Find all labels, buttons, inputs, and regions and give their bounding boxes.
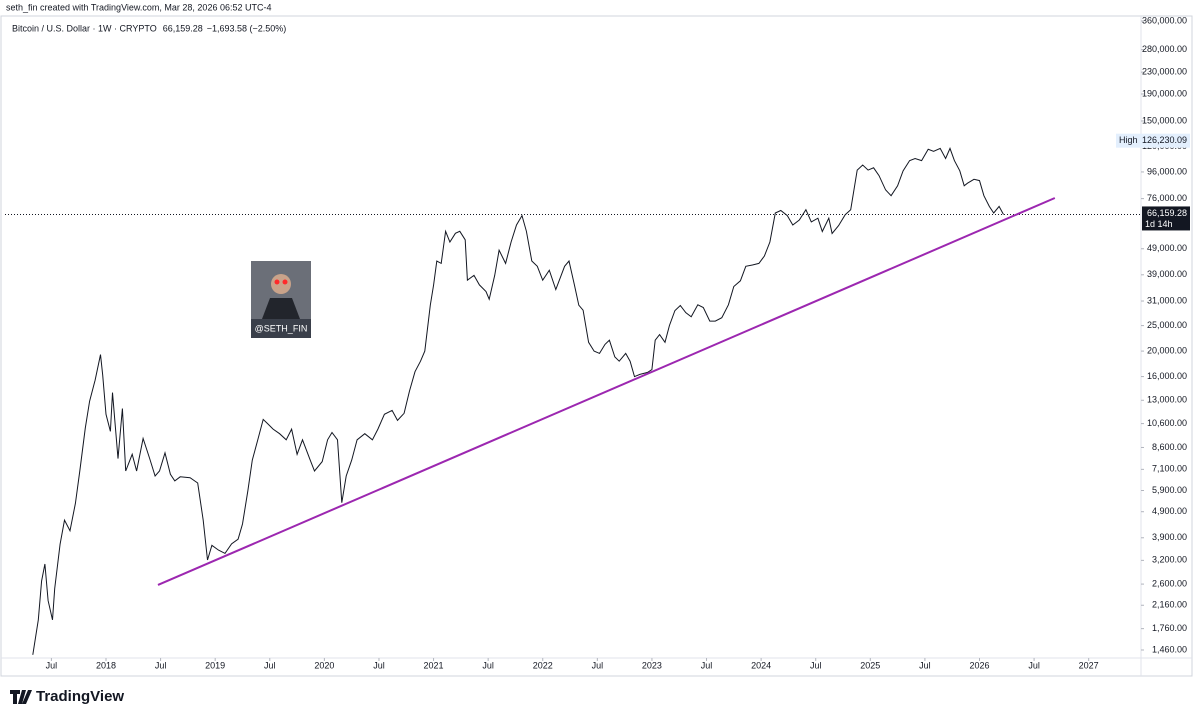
footer: TradingView [10,688,124,705]
x-tick-label: 2020 [314,660,334,670]
countdown-label: 1d 14h [1145,219,1173,229]
y-tick-label: 4,900.00 [1152,506,1187,516]
y-tick-label: 13,000.00 [1147,395,1187,405]
x-tick-label: Jul [155,660,167,670]
legend-price: 66,159.28 [163,23,203,33]
header: seth_fin created with TradingView.com, M… [6,2,271,12]
x-tick-label: 2026 [969,660,989,670]
price-line [32,147,1004,655]
y-tick-label: 360,000.00 [1142,15,1187,25]
avatar-eye [282,279,288,285]
footer-brand: TradingView [36,688,124,705]
y-tick-label: 3,900.00 [1152,532,1187,542]
y-tick-label: 76,000.00 [1147,193,1187,203]
tradingview-logo [10,690,32,704]
y-tick-label: 2,160.00 [1152,600,1187,610]
y-tick-label: 7,100.00 [1152,464,1187,474]
x-tick-label: Jul [810,660,822,670]
x-tick-label: 2021 [424,660,444,670]
x-tick-label: 2024 [751,660,771,670]
legend-change: −1,693.58 (−2.50%) [207,23,287,33]
y-tick-label: 150,000.00 [1142,115,1187,125]
avatar-eye [274,279,280,285]
y-tick-label: 16,000.00 [1147,371,1187,381]
y-tick-label: 1,760.00 [1152,623,1187,633]
x-tick-label: Jul [919,660,931,670]
x-tick-label: Jul [592,660,604,670]
x-tick-label: 2019 [205,660,225,670]
x-tick-label: 2018 [96,660,116,670]
y-tick-label: 8,600.00 [1152,442,1187,452]
y-tick-label: 190,000.00 [1142,88,1187,98]
y-tick-label: 96,000.00 [1147,166,1187,176]
y-tick-label: 20,000.00 [1147,345,1187,355]
x-tick-label: 2025 [860,660,880,670]
x-tick-label: Jul [482,660,494,670]
watermark-image: @SETH_FIN [251,261,311,338]
high-badge [1116,133,1190,148]
avatar-suit [262,298,300,319]
x-tick-label: Jul [46,660,58,670]
y-tick-label: 10,600.00 [1147,418,1187,428]
trend-line [157,197,1056,586]
y-tick-label: 1,460.00 [1152,644,1187,654]
y-tick-label: 280,000.00 [1142,44,1187,54]
x-tick-label: Jul [264,660,276,670]
legend-symbol: Bitcoin / U.S. Dollar · 1W · CRYPTO [12,23,157,33]
x-tick-label: Jul [1028,660,1040,670]
x-tick-label: 2027 [1079,660,1099,670]
x-tick-label: Jul [373,660,385,670]
last-price-badge [1142,206,1190,231]
y-tick-label: 25,000.00 [1147,320,1187,330]
y-tick-label: 3,200.00 [1152,555,1187,565]
y-tick-label: 5,900.00 [1152,485,1187,495]
y-tick-label: 49,000.00 [1147,243,1187,253]
y-tick-label: 230,000.00 [1142,67,1187,77]
high-label: 126,230.09 [1142,135,1187,145]
chart-frame [0,15,1193,677]
x-tick-label: 2022 [533,660,553,670]
y-tick-label: 39,000.00 [1147,269,1187,279]
y-tick-label: 2,600.00 [1152,578,1187,588]
watermark-text: @SETH_FIN [255,323,308,333]
y-tick-label: 31,000.00 [1147,295,1187,305]
x-tick-label: 2023 [642,660,662,670]
x-tick-label: Jul [701,660,713,670]
avatar-face [271,274,291,294]
last-price-label: 66,159.28 [1147,208,1187,218]
high-title: High [1119,135,1138,145]
